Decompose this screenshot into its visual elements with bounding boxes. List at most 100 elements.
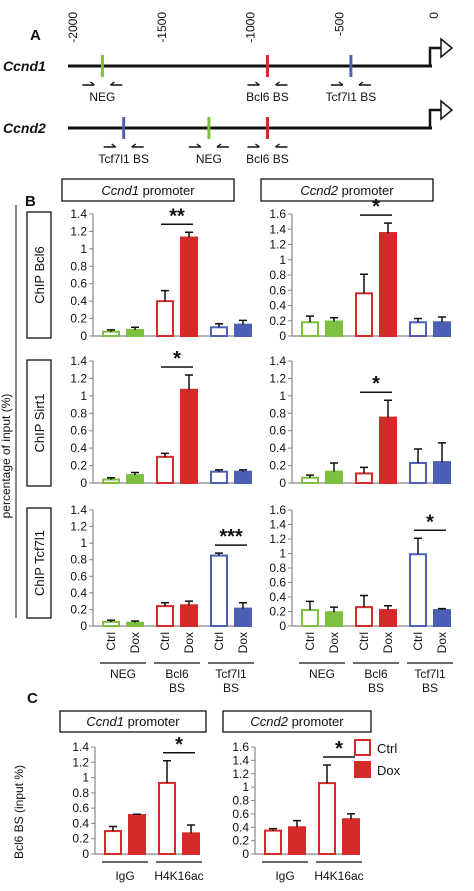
- x-tick-label: Dox: [327, 632, 341, 653]
- bar: [234, 607, 252, 627]
- svg-text:Ccnd2 promoter: Ccnd2 promoter: [250, 714, 344, 729]
- y-tick-label: 0.6: [70, 277, 87, 291]
- bar: [355, 472, 373, 484]
- significance-stars: **: [169, 205, 185, 227]
- y-tick-label: 1.4: [232, 753, 249, 767]
- primer-reverse: [109, 81, 123, 86]
- legend: Ctrl Dox: [354, 739, 401, 778]
- row-label-chip-sirt1-text: ChIP Sirt1: [32, 393, 47, 452]
- bar: [288, 826, 306, 855]
- error-bar: [107, 329, 115, 332]
- gene-label: Ccnd1: [3, 58, 46, 74]
- legend-ctrl-label: Ctrl: [377, 741, 397, 756]
- bar: [102, 620, 120, 627]
- promoter-axis-tick: -500: [332, 12, 346, 36]
- y-tick-label: 1: [242, 780, 249, 794]
- y-tick-label: 0.2: [232, 834, 249, 848]
- y-tick-label: 0: [82, 847, 89, 861]
- y-tick-label: 0.6: [269, 576, 286, 590]
- y-tick-label: 0: [279, 619, 286, 633]
- error-bar: [306, 600, 314, 611]
- group-label: Tcf7l1: [215, 667, 247, 681]
- error-bar: [163, 760, 171, 783]
- y-tick-label: 0.8: [269, 561, 286, 575]
- bar: [156, 455, 174, 485]
- error-bar: [185, 374, 193, 390]
- bar: [301, 609, 319, 627]
- primer-reverse: [216, 143, 229, 148]
- bar: [301, 476, 319, 484]
- error-bar: [293, 819, 301, 828]
- y-tick-label: 0: [80, 619, 87, 633]
- error-bar: [269, 827, 277, 831]
- y-tick-label: 0: [279, 329, 286, 343]
- x-category-label: IgG: [275, 869, 294, 883]
- y-tick-label: 1: [279, 253, 286, 267]
- error-bar: [161, 452, 169, 457]
- bar: [318, 782, 336, 855]
- bar: [409, 321, 427, 337]
- y-tick-label: 0.2: [269, 459, 286, 473]
- error-bar: [133, 813, 141, 816]
- error-bar: [239, 319, 247, 325]
- bar: [234, 470, 252, 484]
- binding-site-label: NEG: [89, 90, 115, 104]
- bar: [126, 621, 144, 628]
- error-bar: [384, 604, 392, 611]
- group-label: BS: [169, 681, 185, 695]
- bar: [379, 416, 397, 484]
- ccnd2-header-suffix: promoter: [338, 183, 394, 198]
- error-bar: [330, 316, 338, 322]
- y-tick-label: 0.8: [232, 794, 249, 808]
- panel-c-ccnd2-header: Ccnd2 promoter: [222, 710, 372, 733]
- y-tick-label: 0.4: [70, 441, 87, 455]
- significance-stars: *: [335, 738, 343, 760]
- error-bar: [185, 600, 193, 606]
- bar: [264, 829, 282, 855]
- binding-site-label: Tcf7l1 BS: [326, 90, 377, 104]
- error-bar: [131, 471, 139, 476]
- y-tick-label: 0.4: [72, 816, 89, 830]
- x-tick-label: Ctrl: [104, 632, 118, 651]
- chart-panel-c-ccnd1: 00.2 0.40.60.81 1.21.4 * IgG H4K16ac: [72, 734, 203, 883]
- primer-reverse: [275, 81, 288, 86]
- bar: [210, 470, 228, 484]
- y-tick-label: 0.8: [72, 786, 89, 800]
- y-tick-label: 1.2: [70, 224, 87, 238]
- tss-arrow-stem: [428, 46, 444, 66]
- primer-reverse: [358, 81, 371, 86]
- bar: [409, 553, 427, 627]
- error-bar: [438, 442, 446, 463]
- error-bar: [347, 813, 355, 820]
- svg-text:Ccnd1 promoter: Ccnd1 promoter: [101, 183, 195, 198]
- x-tick-label: Dox: [381, 632, 395, 653]
- bar: [433, 461, 451, 485]
- y-tick-label: 0: [242, 847, 249, 861]
- significance-stars: ***: [219, 526, 243, 548]
- svg-text:Ccnd2 promoter: Ccnd2 promoter: [300, 183, 394, 198]
- y-tick-label: 0.6: [70, 569, 87, 583]
- y-tick-label: 0.6: [70, 424, 87, 438]
- bar: [180, 388, 198, 484]
- bar: [210, 326, 228, 337]
- y-tick-label: 0: [80, 329, 87, 343]
- row-label-chip-tcf7l1: ChIP Tcf7l1: [26, 507, 52, 619]
- x-tick-label: Ctrl: [303, 632, 317, 651]
- y-tick-label: 0.8: [70, 406, 87, 420]
- y-tick-label: 0: [279, 476, 286, 490]
- binding-site-label: Tcf7l1 BS: [98, 152, 149, 166]
- error-bar: [360, 273, 368, 294]
- bar: [409, 461, 427, 485]
- error-bar: [131, 326, 139, 330]
- bar: [325, 320, 343, 338]
- ccnd2-header-gene: Ccnd2: [300, 183, 338, 198]
- y-tick-label: 0.8: [70, 553, 87, 567]
- panel-c-ccnd1-suffix: promoter: [124, 714, 180, 729]
- error-bar: [215, 552, 223, 556]
- bar: [128, 814, 146, 855]
- y-tick-label: 0.4: [269, 299, 286, 313]
- bar: [180, 236, 198, 337]
- y-tick-label: 1.2: [269, 371, 286, 385]
